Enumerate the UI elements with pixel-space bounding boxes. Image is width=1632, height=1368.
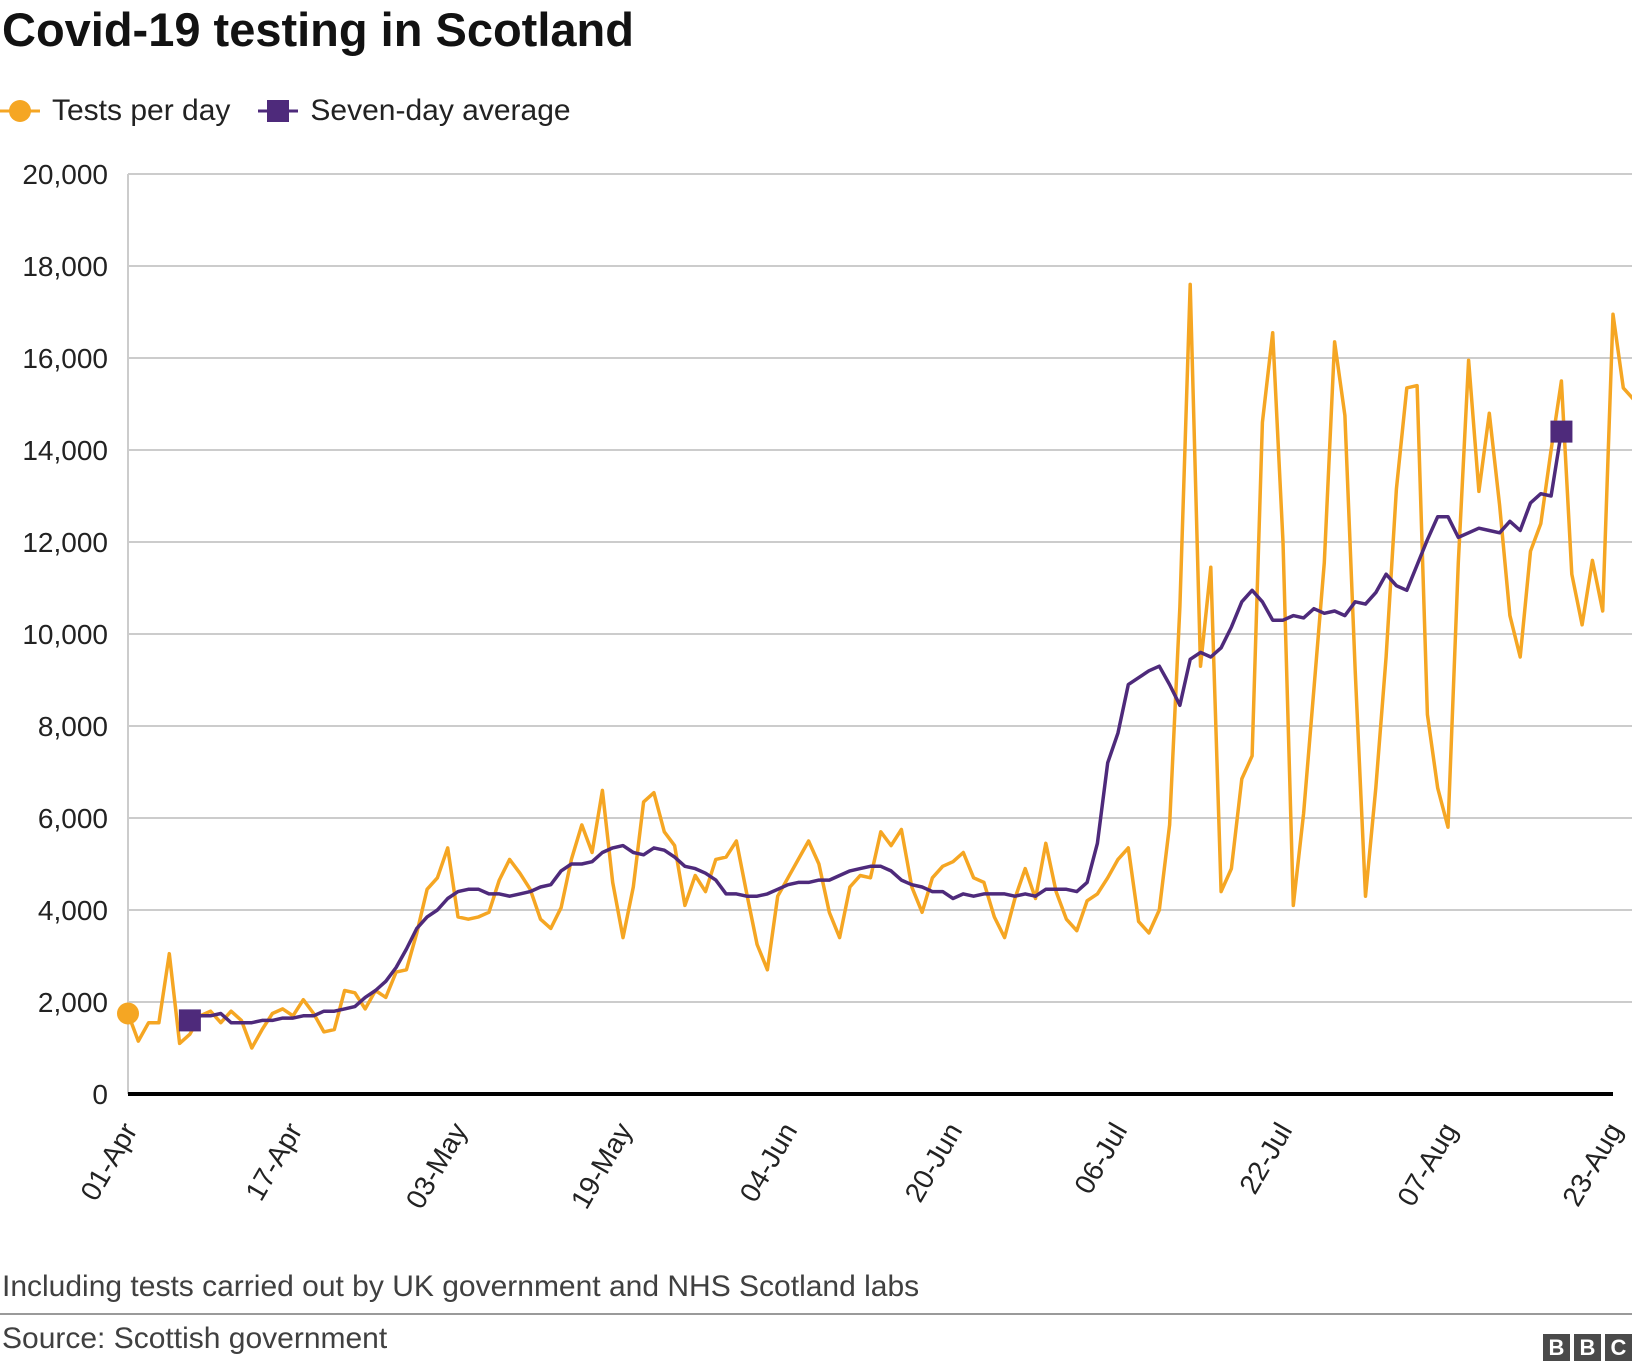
- y-tick-label: 4,000: [38, 895, 108, 926]
- gridlines: [127, 173, 1632, 1096]
- bbc-logo-letter-b2: B: [1574, 1334, 1601, 1361]
- chart-title: Covid-19 testing in Scotland: [2, 3, 634, 56]
- square-marker-icon: [258, 100, 299, 122]
- footer-divider: [0, 1313, 1632, 1315]
- y-tick-label: 0: [92, 1079, 108, 1110]
- x-tick-label: 19-May: [565, 1118, 639, 1214]
- y-tick-label: 16,000: [22, 343, 108, 374]
- y-tick-label: 8,000: [38, 711, 108, 742]
- legend-label-tests-per-day: Tests per day: [52, 94, 231, 127]
- series-lines: [126, 282, 1632, 1050]
- bbc-logo: B B C: [1539, 1334, 1632, 1361]
- source-text: Source: Scottish government: [2, 1322, 388, 1355]
- circle-marker-icon: [0, 100, 40, 122]
- x-tick-label: 23-Aug: [1556, 1118, 1628, 1212]
- y-tick-label: 18,000: [22, 251, 108, 282]
- y-tick-label: 6,000: [38, 803, 108, 834]
- seven-day-average-end-point: [1550, 420, 1573, 443]
- x-tick-label: 01-Apr: [74, 1118, 143, 1206]
- legend: Tests per day Seven-day average: [0, 86, 599, 136]
- x-tick-label: 03-May: [400, 1118, 474, 1214]
- legend-item-seven-day-average[interactable]: Seven-day average: [258, 94, 571, 128]
- legend-label-seven-day-average: Seven-day average: [310, 94, 571, 127]
- x-tick-label: 06-Jul: [1068, 1118, 1133, 1200]
- bbc-logo-letter-b1: B: [1543, 1334, 1570, 1361]
- x-tick-label: 22-Jul: [1233, 1118, 1298, 1200]
- x-tick-label: 20-Jun: [899, 1118, 969, 1208]
- y-tick-label: 10,000: [22, 619, 108, 650]
- y-tick-label: 14,000: [22, 435, 108, 466]
- y-axis-labels: 0 2,000 4,000 6,000 8,000 10,000 12,000 14,000 1…: [22, 159, 108, 1110]
- series-line-tests-per-day: [126, 282, 1632, 1050]
- x-tick-label: 07-Aug: [1391, 1118, 1463, 1212]
- x-axis-labels: 01-Apr 17-Apr 03-May 19-May 04-Jun 20-Jun 06-J…: [74, 1118, 1628, 1214]
- y-tick-label: 12,000: [22, 527, 108, 558]
- x-tick-label: 04-Jun: [734, 1118, 804, 1208]
- y-tick-label: 2,000: [38, 987, 108, 1018]
- line-chart: 0 2,000 4,000 6,000 8,000 10,000 12,000 14,000 1…: [22, 159, 1632, 1214]
- x-tick-label: 17-Apr: [239, 1118, 308, 1206]
- y-tick-label: 20,000: [22, 159, 108, 190]
- footnote: Including tests carried out by UK govern…: [2, 1270, 920, 1303]
- series-markers: [117, 420, 1573, 1032]
- legend-item-tests-per-day[interactable]: Tests per day: [0, 94, 230, 128]
- tests-per-day-start-point: [117, 1002, 139, 1025]
- bbc-logo-letter-c: C: [1605, 1334, 1632, 1361]
- series-line-seven-day-average: [189, 431, 1564, 1025]
- seven-day-average-start-point: [178, 1009, 201, 1032]
